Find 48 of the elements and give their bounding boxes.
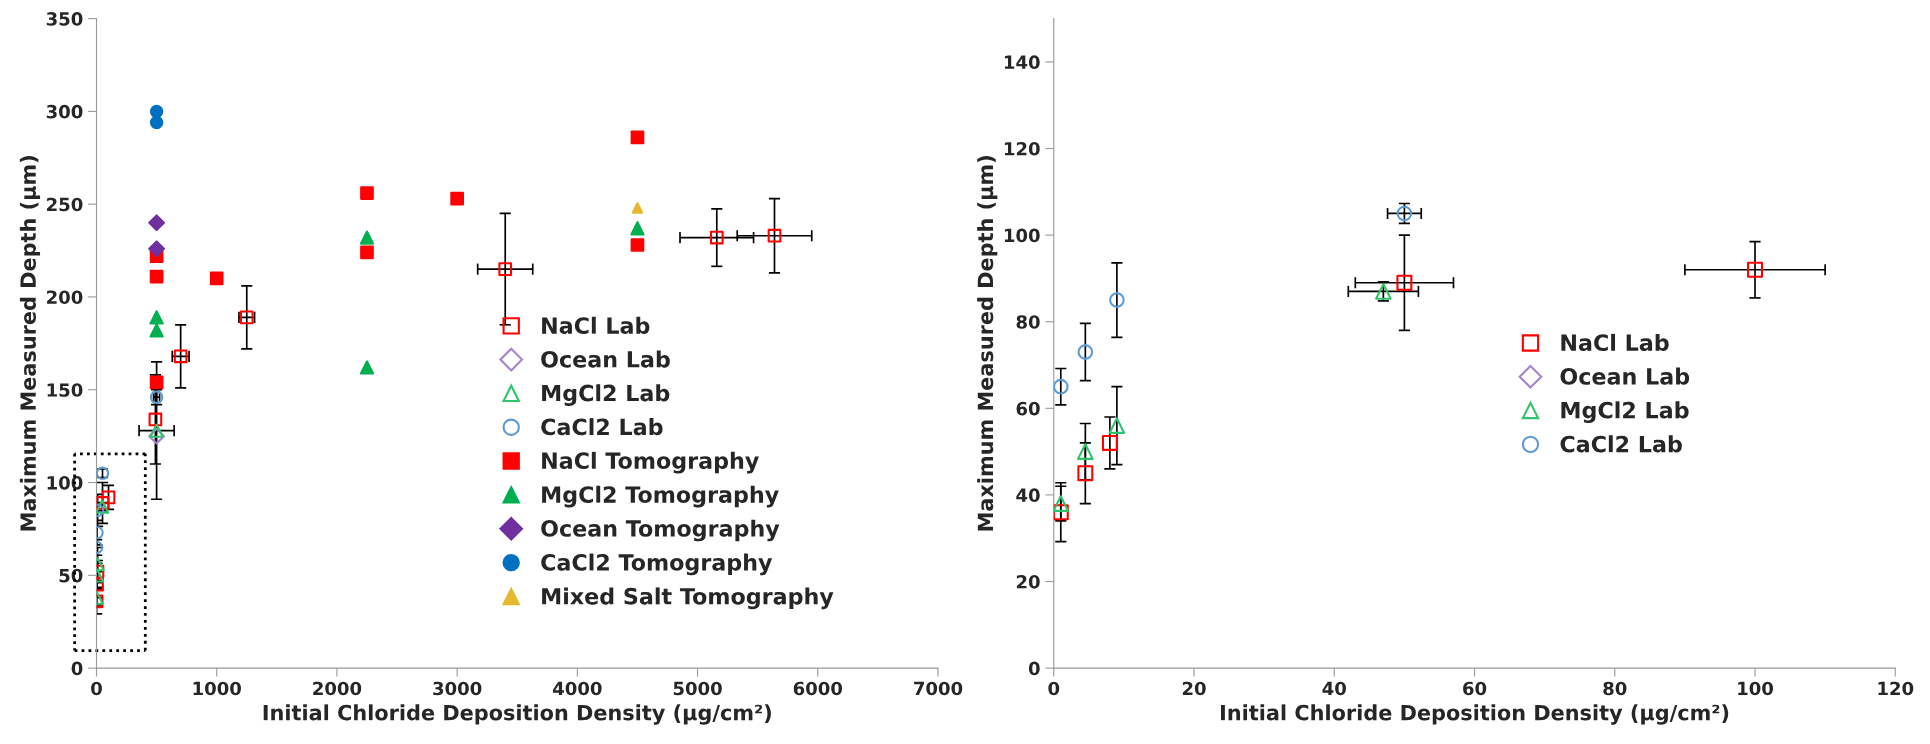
y-tick-label: 20 [1016,574,1040,589]
y-tick-label: 60 [1016,401,1040,416]
x-tick-label: 5000 [673,681,722,696]
x-tick-label: 120 [1878,681,1914,696]
legend-label: CaCl2 Tomography [541,553,773,576]
legend-label: CaCl2 Lab [541,418,663,436]
x-tick-label: 0 [91,681,102,696]
x-tick-label: 6000 [793,681,843,696]
x-axis-title: Initial Chloride Deposition Density (µg/cm²) [1220,704,1729,725]
legend-label: NaCl Tomography [542,451,759,474]
y-tick-label: 40 [1016,488,1040,503]
legend-label: Ocean Tomography [541,519,780,542]
y-tick-label: 200 [47,290,83,305]
y-tick-label: 100 [1004,228,1040,243]
x-tick-label: 40 [1322,681,1346,696]
y-tick-label: 50 [59,568,83,583]
x-tick-label: 0 [1048,681,1060,696]
legend-label: CaCl2 Lab [1560,435,1682,453]
y-tick-label: 100 [47,476,83,490]
legend-label: MgCl2 Lab [542,384,670,406]
y-tick-label: 0 [1028,661,1040,676]
y-tick-label: 120 [1004,141,1040,156]
y-tick-label: 150 [47,383,83,397]
x-tick-label: 80 [1603,681,1627,696]
y-axis-title: Maximum Measured Depth (µm) [19,156,41,531]
y-tick-label: 300 [46,104,83,119]
x-tick-label: 3000 [433,681,482,696]
legend-label: NaCl Lab [542,316,650,334]
x-tick-label: 4000 [553,681,602,696]
legend-label: Ocean Lab [541,350,670,368]
y-tick-label: 0 [71,661,83,676]
x-tick-label: 7000 [914,681,963,696]
y-tick-label: 250 [47,197,83,212]
y-tick-label: 80 [1016,315,1040,329]
y-tick-label: 350 [46,12,83,26]
legend-label: MgCl2 Lab [1561,401,1689,424]
x-tick-label: 2000 [313,681,362,696]
legend-label: Mixed Salt Tomography [542,587,834,610]
y-axis-title: Maximum Measured Depth (µm) [977,156,998,531]
y-tick-label: 140 [1004,55,1040,70]
x-tick-label: 20 [1182,681,1206,696]
x-tick-label: 1000 [193,681,241,696]
x-axis-title: Initial Chloride Deposition Density (µg/cm²) [263,704,771,725]
legend-label: Ocean Lab [1560,367,1690,385]
x-tick-label: 60 [1463,681,1487,696]
legend-label: MgCl2 Tomography [542,485,779,508]
legend-label: NaCl Lab [1561,333,1669,352]
x-tick-label: 100 [1738,681,1773,696]
